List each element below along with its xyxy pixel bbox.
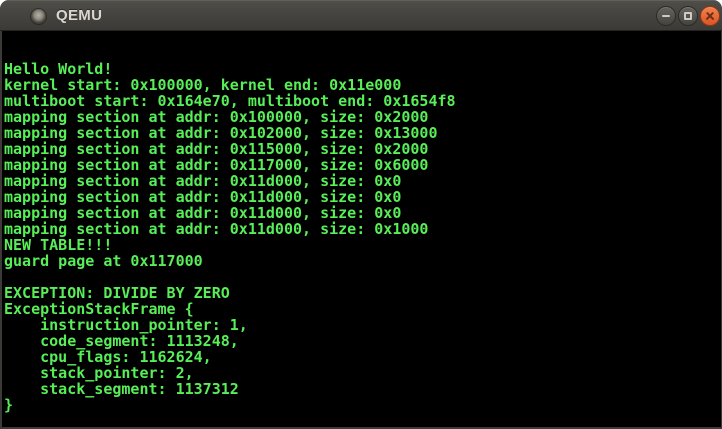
terminal-line: mapping section at addr: 0x100000, size:… bbox=[4, 108, 429, 126]
terminal-line: mapping section at addr: 0x117000, size:… bbox=[4, 156, 429, 174]
terminal-line bbox=[4, 269, 721, 285]
terminal-line: guard page at 0x117000 bbox=[4, 252, 203, 270]
terminal-line: kernel start: 0x100000, kernel end: 0x11… bbox=[4, 76, 402, 94]
terminal-line: mapping section at addr: 0x11d000, size:… bbox=[4, 172, 402, 190]
terminal-line: stack_pointer: 2, bbox=[4, 364, 194, 382]
terminal-line: } bbox=[4, 396, 14, 414]
terminal-line: mapping section at addr: 0x115000, size:… bbox=[4, 140, 429, 158]
terminal-line: instruction_pointer: 1, bbox=[4, 316, 248, 334]
terminal-line: mapping section at addr: 0x102000, size:… bbox=[4, 124, 438, 142]
terminal-line: mapping section at addr: 0x11d000, size:… bbox=[4, 220, 429, 238]
maximize-button[interactable] bbox=[678, 6, 698, 26]
terminal-line: mapping section at addr: 0x11d000, size:… bbox=[4, 188, 402, 206]
maximize-icon bbox=[684, 12, 692, 20]
terminal-line: cpu_flags: 1162624, bbox=[4, 348, 212, 366]
terminal-line: code_segment: 1113248, bbox=[4, 332, 239, 350]
close-button[interactable] bbox=[700, 6, 720, 26]
qemu-app-icon bbox=[31, 9, 46, 24]
minimize-button[interactable] bbox=[656, 6, 676, 26]
vga-terminal-display[interactable]: Hello World! kernel start: 0x100000, ker… bbox=[2, 31, 721, 427]
window-title: QEMU bbox=[56, 7, 103, 24]
terminal-line: stack_segment: 1137312 bbox=[4, 380, 239, 398]
minimize-icon bbox=[662, 15, 670, 17]
terminal-line: multiboot start: 0x164e70, multiboot end… bbox=[4, 92, 456, 110]
terminal-line: Hello World! bbox=[4, 60, 113, 78]
terminal-line: ExceptionStackFrame { bbox=[4, 300, 194, 318]
terminal-line: mapping section at addr: 0x11d000, size:… bbox=[4, 204, 402, 222]
close-icon bbox=[704, 10, 716, 22]
terminal-line: NEW TABLE!!! bbox=[4, 236, 113, 254]
window-controls bbox=[656, 6, 720, 26]
titlebar[interactable]: QEMU bbox=[0, 0, 722, 31]
terminal-line: EXCEPTION: DIVIDE BY ZERO bbox=[4, 284, 230, 302]
